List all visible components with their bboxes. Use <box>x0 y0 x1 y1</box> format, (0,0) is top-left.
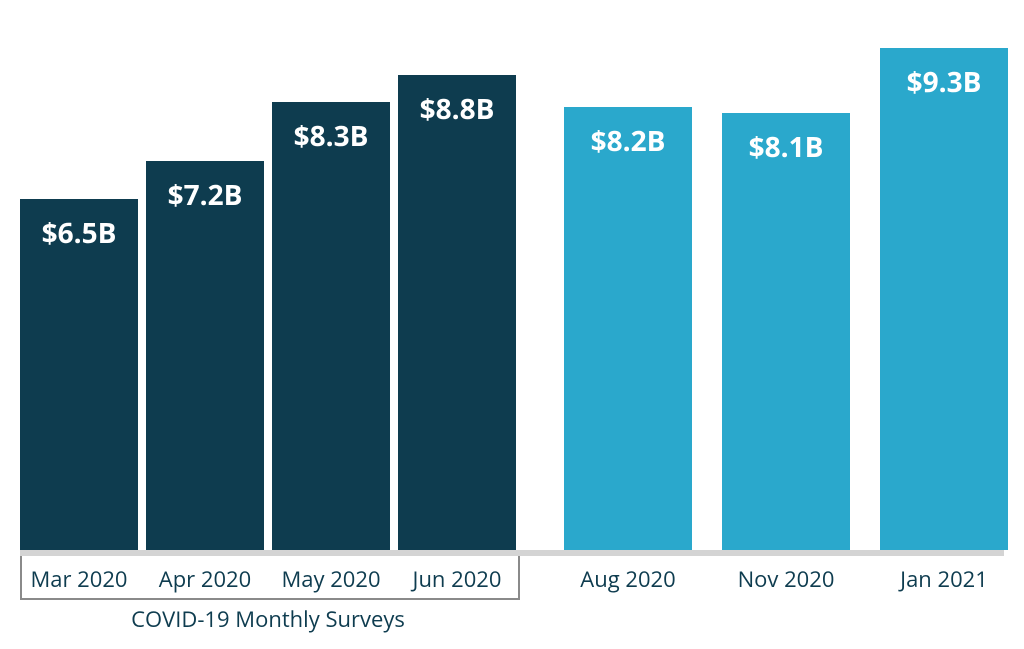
plot-area: $6.5B$7.2B$8.3B$8.8B$8.2B$8.1B$9.3B <box>20 10 1004 550</box>
bar: $7.2B <box>146 161 264 550</box>
bar-value-label: $6.5B <box>20 219 138 247</box>
group-bracket-label: COVID-19 Monthly Surveys <box>20 604 516 634</box>
bar-value-label: $9.3B <box>880 68 1008 96</box>
group-bracket <box>20 556 520 600</box>
x-axis-label: Aug 2020 <box>564 564 692 594</box>
bar-value-label: $8.8B <box>398 95 516 123</box>
bar: $8.2B <box>564 107 692 550</box>
bar-chart: $6.5B$7.2B$8.3B$8.8B$8.2B$8.1B$9.3B Mar … <box>0 0 1024 649</box>
bar: $8.8B <box>398 75 516 550</box>
bar: $8.1B <box>722 113 850 550</box>
x-axis-label: Jan 2021 <box>880 564 1008 594</box>
bar: $8.3B <box>272 102 390 550</box>
bar-value-label: $8.3B <box>272 122 390 150</box>
x-axis-label: Nov 2020 <box>722 564 850 594</box>
bar-value-label: $7.2B <box>146 181 264 209</box>
bar-value-label: $8.1B <box>722 133 850 161</box>
bar-value-label: $8.2B <box>564 127 692 155</box>
bar: $6.5B <box>20 199 138 550</box>
bar: $9.3B <box>880 48 1008 550</box>
